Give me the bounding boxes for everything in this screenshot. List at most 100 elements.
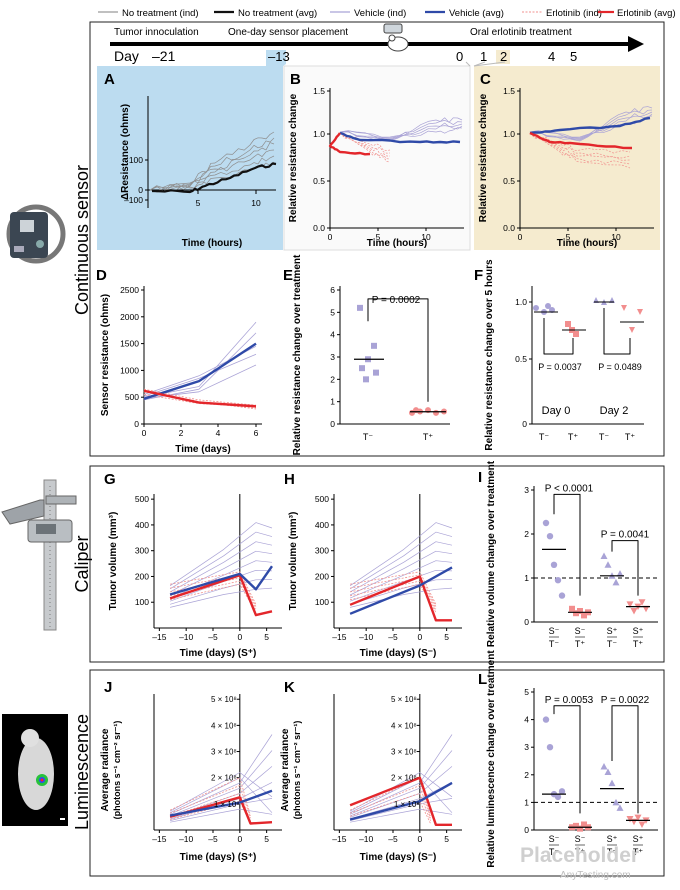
y-axis-label: Average radiance [100, 728, 111, 811]
legend-label: Vehicle (ind) [354, 8, 406, 19]
day-label: Day 2 [600, 405, 629, 417]
data-point [604, 561, 612, 568]
y-tick-label: 1.0 [503, 129, 515, 139]
y-tick-label: 100 [315, 597, 329, 607]
vehicle-individual [350, 808, 453, 823]
y-tick-label: 3 [524, 742, 529, 752]
panel-letter: L [478, 671, 487, 688]
p-value: P = 0.0041 [601, 530, 650, 541]
caliper-frame [89, 465, 665, 663]
group-label: S⁻ [549, 626, 560, 636]
group-label: S⁺ [633, 626, 644, 636]
x-tick-label: –15 [152, 632, 166, 642]
tick-bg-2 [496, 50, 510, 64]
y-tick-label: 4 [524, 715, 529, 725]
luminescence-frame [89, 669, 665, 877]
group-label: T⁺ [633, 639, 643, 649]
timeline-day-label: Day [114, 48, 139, 64]
watermark-cn: Placeholder [520, 844, 639, 867]
individual-trace [149, 149, 275, 193]
sensor-device-image [6, 204, 66, 264]
data-point [612, 578, 620, 586]
y-tick-label: 400 [135, 520, 149, 530]
y-axis-label: Average radiance [280, 728, 291, 811]
legend-label: No treatment (ind) [122, 8, 199, 19]
y-tick-label: 300 [135, 546, 149, 556]
group-label: T⁺ [568, 432, 578, 442]
vehicle-individual [170, 587, 273, 608]
y-tick-label: 0.5 [313, 176, 325, 186]
group-label: S⁺ [633, 834, 644, 844]
panel-C-background [474, 66, 660, 250]
y-tick-label: 1000 [120, 365, 139, 375]
x-tick-label: –5 [388, 834, 398, 844]
x-tick-label: 5 [376, 232, 381, 242]
timeline-tick: 0 [456, 49, 463, 64]
legend-label: Erlotinib (ind) [546, 8, 602, 19]
y-tick-label: 2 [524, 529, 529, 539]
timeline-tick: 4 [548, 49, 555, 64]
vehicle-individual [169, 550, 273, 596]
y-axis-label: Relative resistance change [288, 93, 299, 222]
x-tick-label: –15 [332, 632, 346, 642]
erlotinib-average [169, 574, 273, 617]
vehicle-individual [340, 117, 463, 142]
data-point [608, 779, 616, 787]
y-tick-label: 1 [524, 797, 529, 807]
x-axis-label: Time (days) (S⁺) [180, 648, 257, 659]
vehicle-individual [169, 772, 273, 812]
group-label: S⁻ [575, 834, 586, 844]
vehicle-individual [349, 766, 453, 818]
data-point [558, 592, 566, 599]
data-point [542, 519, 550, 527]
data-point [577, 608, 583, 614]
vehicle-average [339, 131, 461, 144]
group-label: T⁻ [549, 847, 559, 857]
panel-letter: G [104, 471, 116, 488]
x-tick-label: 0 [142, 428, 147, 438]
significance-bracket [603, 308, 631, 355]
data-point [626, 815, 634, 823]
data-point [558, 788, 566, 795]
group-label: T⁻ [539, 432, 549, 442]
section-label-caliper: Caliper [72, 535, 92, 592]
x-axis-label: Time (days) (S⁺) [180, 852, 257, 863]
data-point [630, 608, 638, 615]
vehicle-individual [349, 531, 453, 590]
group-label: S⁻ [549, 834, 560, 844]
erlotinib-point [433, 409, 439, 416]
data-point [612, 798, 620, 806]
data-point [604, 768, 612, 776]
vehicle-individual [339, 127, 463, 138]
erlotinib-individual [350, 580, 437, 611]
y-tick-label: 1 × 10⁸ [214, 800, 240, 809]
vehicle-individual [349, 541, 453, 593]
continuous-frame [89, 21, 665, 457]
x-tick-label: 10 [611, 232, 621, 242]
erlotinib-point [573, 331, 579, 337]
data-point [616, 804, 624, 811]
vehicle-average [349, 781, 453, 821]
erlotinib-individual [169, 785, 251, 819]
x-tick-label: 5 [444, 834, 449, 844]
data-point [573, 822, 579, 829]
x-tick-label: 0 [328, 232, 333, 242]
erlotinib-individual [349, 785, 431, 819]
y-axis-label: Relative luminescence change over treatm… [486, 650, 497, 868]
vehicle-individual [169, 522, 273, 586]
x-tick-label: –5 [208, 834, 218, 844]
data-point [573, 610, 579, 617]
timeline-tick: –13 [268, 49, 290, 64]
y-tick-label: 2 × 10⁸ [211, 774, 237, 783]
y-tick-label: 100 [135, 597, 149, 607]
vehicle-point [373, 369, 379, 376]
panel-letter: J [104, 679, 112, 696]
erlotinib-average [529, 131, 633, 150]
x-axis-label: Time (days) (S⁻) [360, 852, 437, 863]
data-point [630, 818, 638, 826]
y-tick-label: 0.0 [503, 223, 515, 233]
individual-trace [149, 142, 275, 191]
significance-bracket [367, 298, 429, 402]
panel-letter: K [284, 679, 295, 696]
y-tick-label: –100 [124, 195, 143, 205]
